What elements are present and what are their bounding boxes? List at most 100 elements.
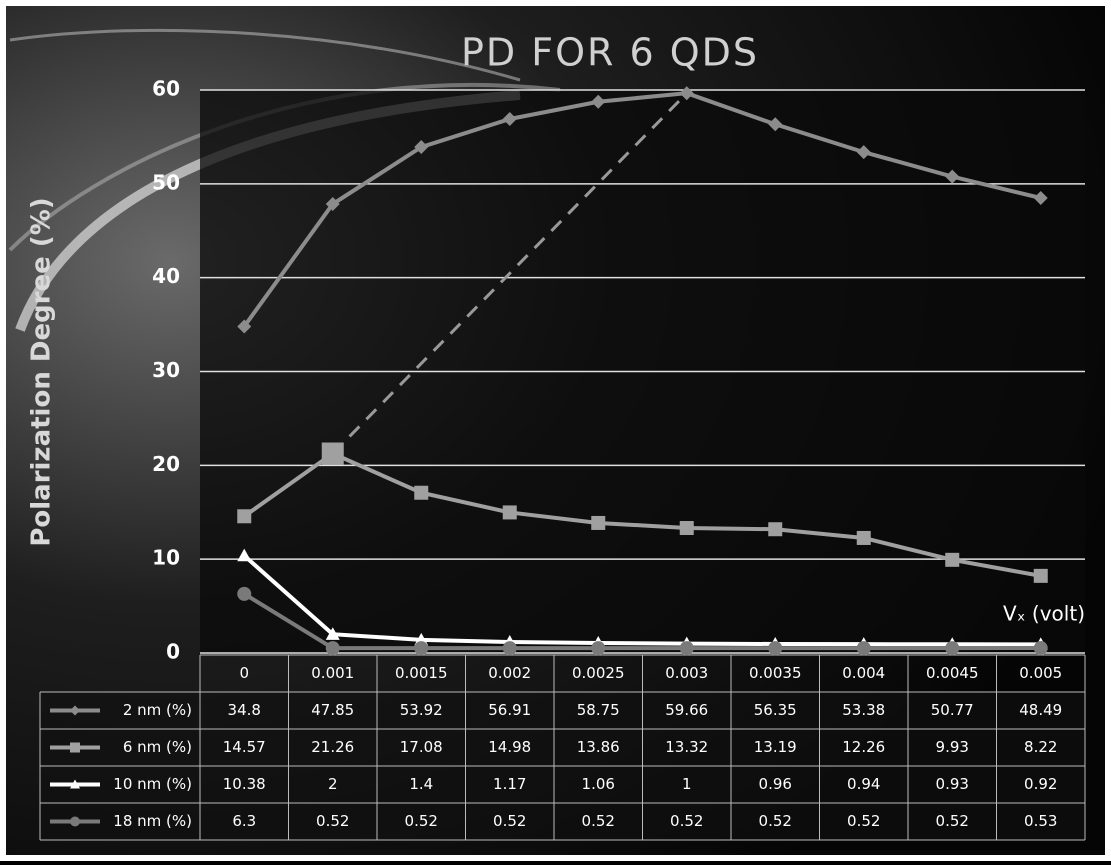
legend-marker — [70, 705, 80, 716]
table-value: 50.77 — [931, 701, 974, 719]
table-value: 13.86 — [577, 738, 620, 756]
marker — [414, 641, 429, 656]
table-value: 53.92 — [400, 701, 443, 719]
table-value: 1.4 — [409, 775, 433, 793]
table-value: 34.8 — [228, 701, 261, 719]
table-value: 0.53 — [1024, 812, 1057, 830]
y-tick-label: 40 — [152, 264, 180, 288]
x-tick-label: 0.0045 — [926, 664, 979, 682]
legend-marker — [70, 742, 80, 753]
x-tick-label: 0.005 — [1019, 664, 1062, 682]
y-tick-label: 0 — [166, 640, 180, 664]
marker — [414, 140, 429, 155]
table-value: 1.17 — [493, 775, 526, 793]
legend-marker — [70, 816, 80, 827]
marker — [768, 522, 783, 537]
y-tick-label: 10 — [152, 546, 180, 570]
x-tick-label: 0.0035 — [749, 664, 802, 682]
table-value: 47.85 — [311, 701, 354, 719]
marker — [768, 117, 783, 132]
legend-label: 10 nm (%) — [113, 775, 192, 793]
table-value: 0.52 — [493, 812, 526, 830]
series-line — [242, 91, 1042, 328]
legend-label: 18 nm (%) — [113, 812, 192, 830]
x-tick-label: 0 — [239, 664, 249, 682]
marker — [768, 641, 783, 656]
plot — [237, 86, 1048, 656]
table-value: 13.32 — [665, 738, 708, 756]
marker — [945, 169, 960, 184]
marker — [679, 521, 694, 536]
table-value: 59.66 — [665, 701, 708, 719]
marker — [502, 505, 517, 520]
legend-label: 2 nm (%) — [123, 701, 192, 719]
table-value: 48.49 — [1019, 701, 1062, 719]
table-value: 2 — [328, 775, 338, 793]
marker — [325, 641, 340, 656]
legend-label: 6 nm (%) — [123, 738, 192, 756]
table-value: 0.52 — [316, 812, 349, 830]
marker — [325, 197, 340, 212]
marker — [1033, 568, 1048, 583]
marker — [1033, 191, 1048, 206]
chart-title: PD FOR 6 QDS — [461, 31, 759, 75]
y-tick-label: 60 — [152, 77, 180, 101]
table-value: 56.35 — [754, 701, 797, 719]
table-value: 0.93 — [936, 775, 969, 793]
table-value: 12.26 — [842, 738, 885, 756]
table-value: 0.52 — [847, 812, 880, 830]
table-value: 14.98 — [488, 738, 531, 756]
marker — [591, 94, 606, 109]
marker — [414, 485, 429, 500]
grid: 0 10 20 30 40 50 60 — [152, 77, 1085, 664]
table-value: 56.91 — [488, 701, 531, 719]
x-tick-label: 0.004 — [842, 664, 885, 682]
connector — [331, 92, 688, 455]
marker — [237, 548, 252, 562]
table-value: 17.08 — [400, 738, 443, 756]
marker — [502, 111, 517, 126]
table-value: 0.92 — [1024, 775, 1057, 793]
marker — [237, 319, 252, 334]
marker — [591, 641, 606, 656]
marker — [945, 552, 960, 567]
marker — [945, 641, 960, 656]
legend-marker — [70, 779, 80, 789]
series-line — [243, 451, 1042, 578]
table-value: 6.3 — [232, 812, 256, 830]
marker — [591, 515, 606, 530]
data-table: 0 0.001 0.0015 0.002 0.0025 0.003 0.0035 0.004 0… — [39, 654, 1086, 841]
table-value: 8.22 — [1024, 738, 1057, 756]
x-tick-label: 0.0025 — [572, 664, 625, 682]
table-value: 0.52 — [405, 812, 438, 830]
x-tick-label: 0.002 — [488, 664, 531, 682]
table-value: 1.06 — [582, 775, 615, 793]
y-tick-label: 50 — [152, 170, 180, 194]
table-value: 0.52 — [670, 812, 703, 830]
marker — [237, 509, 252, 524]
y-axis-label: Polarization Degree (%) — [27, 197, 57, 546]
series-line — [242, 554, 1041, 647]
table-value: 0.52 — [936, 812, 969, 830]
table-value: 0.94 — [847, 775, 880, 793]
x-tick-label: 0.001 — [311, 664, 354, 682]
marker — [856, 530, 871, 545]
marker — [856, 641, 871, 656]
y-tick-label: 20 — [152, 452, 180, 476]
table-value: 53.38 — [842, 701, 885, 719]
marker — [502, 641, 517, 656]
marker — [325, 627, 340, 640]
marker — [321, 442, 344, 465]
table-value: 58.75 — [577, 701, 620, 719]
table-value: 21.26 — [311, 738, 354, 756]
marker — [856, 145, 871, 160]
table-value: 10.38 — [223, 775, 266, 793]
table-value: 0.96 — [759, 775, 792, 793]
swirl — [9, 28, 521, 82]
y-tick-label: 30 — [152, 358, 180, 382]
table-value: 0.52 — [759, 812, 792, 830]
table-value: 0.52 — [582, 812, 615, 830]
x-tick-label: 0.003 — [665, 664, 708, 682]
x-tick-label: 0.0015 — [395, 664, 448, 682]
series-line — [243, 592, 1041, 651]
